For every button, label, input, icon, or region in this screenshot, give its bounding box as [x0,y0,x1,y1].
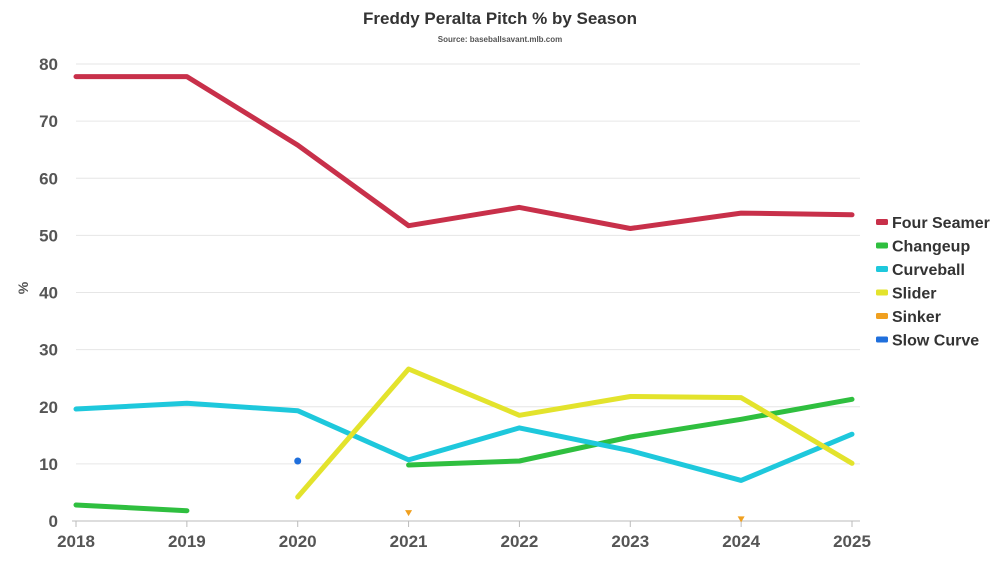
series-line-curveball [73,400,855,483]
legend-label-four-seamer: Four Seamer [892,215,990,232]
data-point-sinker [737,516,745,523]
x-tick-label: 2024 [722,532,760,551]
y-tick-label: 40 [39,284,58,303]
series-four-seamer [73,74,855,231]
x-tick-label: 2022 [501,532,539,551]
data-point-slow-curve [294,457,302,465]
series-slow-curve [294,457,302,465]
legend-label-sinker: Sinker [892,309,941,326]
series-group [73,74,855,523]
y-tick-label: 0 [49,512,58,531]
legend-label-slider: Slider [892,286,936,303]
x-tick-label: 2025 [833,532,871,551]
gridlines [76,63,860,522]
series-line-slider [295,366,855,500]
legend-swatch-slider [876,289,888,296]
series-changeup [73,396,855,514]
legend-swatch-changeup [876,242,888,249]
x-tick-label: 2021 [390,532,428,551]
x-tick-label: 2018 [57,532,95,551]
series-line-four-seamer [73,74,855,231]
y-axis-ticks: 0 10 20 30 40 50 60 70 80 [39,55,58,531]
data-point-sinker [405,510,413,517]
legend-swatch-curveball [876,266,888,272]
series-line-changeup [406,396,855,468]
x-tick-label: 2020 [279,532,317,551]
y-tick-label: 70 [39,112,58,131]
y-tick-label: 60 [39,169,58,188]
legend-label-curveball: Curveball [892,262,965,279]
y-tick-label: 50 [39,226,58,245]
y-tick-label: 80 [39,55,58,74]
x-axis-ticks: 2018 2019 2020 2021 2022 2023 2024 2025 [57,520,871,551]
series-sinker [405,510,745,523]
y-tick-label: 30 [39,341,58,360]
legend: Four Seamer Changeup Curveball Slider Sinker… [876,215,990,350]
series-line-changeup [73,502,190,514]
series-curveball [73,400,855,483]
series-slider [295,366,855,500]
x-tick-label: 2019 [168,532,206,551]
y-tick-label: 20 [39,398,58,417]
chart-subtitle: Source: baseballsavant.mlb.com [438,35,563,44]
legend-swatch-four-seamer [876,219,888,225]
legend-label-slow-curve: Slow Curve [892,333,979,350]
legend-swatch-slow-curve [876,336,888,343]
legend-label-changeup: Changeup [892,239,970,256]
x-tick-label: 2023 [611,532,649,551]
y-tick-label: 10 [39,455,58,474]
legend-swatch-sinker [876,313,888,319]
y-axis-label: % [15,281,31,294]
chart-title: Freddy Peralta Pitch % by Season [363,9,637,28]
